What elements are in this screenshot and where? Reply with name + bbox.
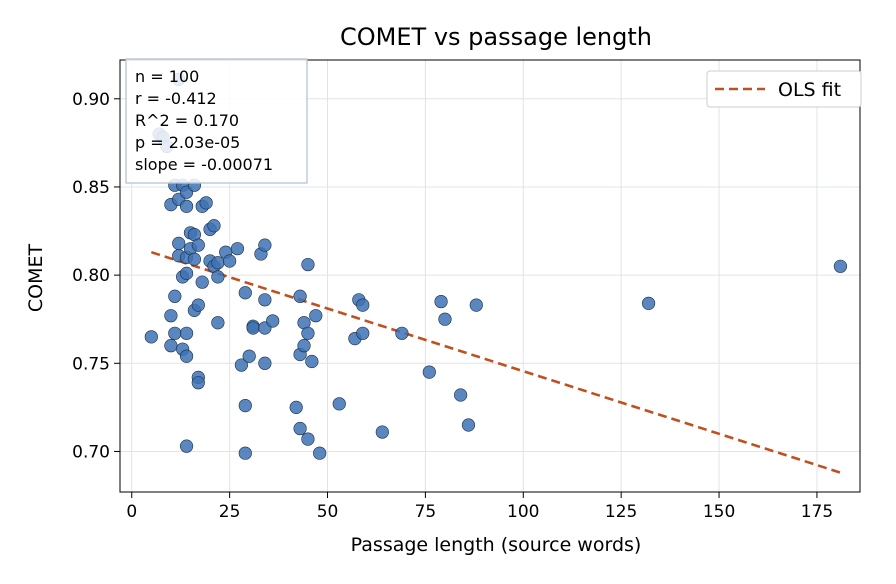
- data-point: [434, 294, 448, 309]
- chart-title: COMET vs passage length: [340, 23, 652, 51]
- stats-line: p = 2.03e-05: [135, 133, 240, 152]
- data-point: [230, 242, 245, 256]
- ols-fit-line: [150, 250, 841, 474]
- stats-line: R^2 = 0.170: [135, 111, 239, 130]
- data-point: [301, 432, 315, 446]
- legend: OLS fit: [706, 70, 862, 108]
- data-point: [258, 356, 272, 370]
- data-point: [179, 199, 194, 213]
- x-tick-label: 50: [317, 502, 339, 522]
- data-point: [293, 289, 307, 303]
- data-point: [191, 238, 205, 252]
- legend-box: [706, 70, 862, 108]
- x-tick-label: 175: [801, 502, 833, 522]
- data-point: [238, 399, 252, 413]
- data-point: [461, 418, 476, 432]
- y-tick-label: 0.85: [72, 178, 110, 198]
- data-point: [144, 330, 158, 344]
- data-point: [641, 296, 656, 310]
- data-point: [179, 439, 194, 453]
- stats-box-background: [125, 58, 308, 184]
- data-point: [356, 326, 370, 340]
- data-point: [422, 365, 436, 379]
- data-point: [172, 236, 186, 250]
- stats-box: n = 100 r = -0.412 R^2 = 0.170 p = 2.03e…: [125, 58, 308, 184]
- data-point: [301, 326, 315, 340]
- data-point: [266, 314, 280, 328]
- data-point: [207, 219, 221, 233]
- data-point: [187, 252, 201, 266]
- stats-line: n = 100: [135, 67, 199, 86]
- data-point: [195, 275, 209, 289]
- data-point: [258, 293, 272, 307]
- data-point: [246, 321, 260, 335]
- data-point: [191, 376, 205, 390]
- x-axis-label: Passage length (source words): [351, 534, 642, 556]
- x-tick-label: 100: [507, 502, 539, 522]
- data-point: [258, 238, 272, 252]
- data-point: [238, 286, 252, 300]
- data-point: [199, 196, 213, 210]
- legend-label: OLS fit: [778, 79, 841, 101]
- data-point: [179, 349, 194, 363]
- x-tick-label: 125: [605, 502, 637, 522]
- data-point: [211, 256, 225, 270]
- data-point: [332, 397, 346, 411]
- data-point: [454, 388, 468, 402]
- data-point: [309, 309, 323, 323]
- x-tick-label: 25: [219, 502, 241, 522]
- data-point: [164, 309, 178, 323]
- x-tick-label: 150: [703, 502, 735, 522]
- data-point: [356, 298, 370, 312]
- data-point: [191, 298, 205, 312]
- y-tick-label: 0.80: [72, 266, 110, 286]
- data-point: [305, 354, 319, 369]
- data-point: [168, 289, 182, 303]
- data-point: [242, 349, 256, 363]
- fit-layer: [150, 250, 841, 474]
- x-tick-label: 0: [126, 502, 137, 522]
- plot-frame: [119, 59, 861, 493]
- y-tick-label: 0.90: [72, 90, 110, 110]
- data-point: [297, 339, 311, 353]
- data-point: [438, 312, 452, 326]
- data-point: [289, 400, 303, 414]
- data-point: [179, 326, 194, 340]
- data-point: [211, 316, 225, 330]
- data-point: [238, 446, 252, 460]
- y-axis-label: COMET: [25, 243, 47, 312]
- data-point: [179, 266, 194, 280]
- y-tick-label: 0.70: [72, 442, 110, 462]
- data-point: [395, 326, 409, 340]
- data-point: [234, 358, 248, 372]
- data-point: [313, 446, 327, 460]
- data-point: [168, 326, 182, 340]
- data-point: [223, 254, 237, 268]
- y-tick-label: 0.75: [72, 354, 110, 374]
- data-point: [211, 270, 225, 284]
- axis-ticks: 0 25 50 75 100 125 150 175 0.70 0.75 0.80 0.85 0.90: [72, 90, 833, 522]
- data-point: [469, 298, 483, 312]
- data-point: [375, 425, 389, 439]
- data-point: [164, 339, 178, 353]
- data-point: [293, 421, 307, 436]
- data-point: [301, 257, 315, 272]
- x-tick-label: 75: [415, 502, 437, 522]
- stats-line: r = -0.412: [135, 89, 217, 108]
- stats-line: slope = -0.00071: [135, 155, 273, 174]
- data-point: [833, 259, 848, 273]
